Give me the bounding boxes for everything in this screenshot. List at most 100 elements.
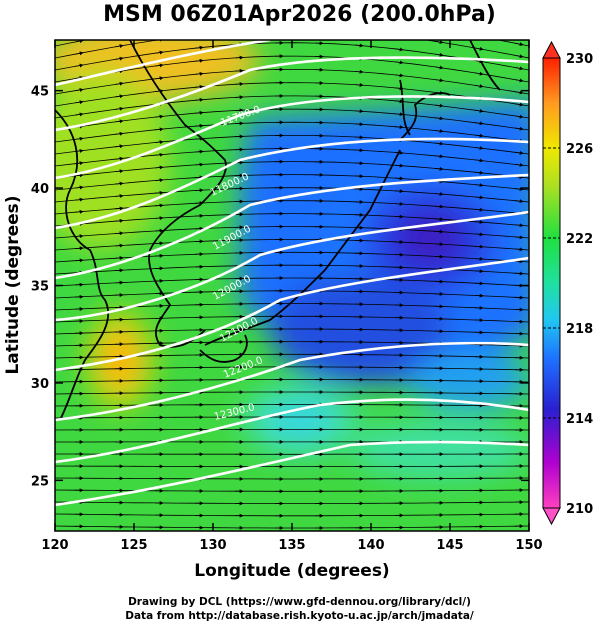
streamline xyxy=(55,161,529,179)
wind-arrow xyxy=(474,183,484,188)
streamline xyxy=(55,513,529,517)
streamline xyxy=(55,477,529,480)
wind-arrow xyxy=(114,56,124,61)
wind-arrow xyxy=(194,58,204,63)
wind-arrow xyxy=(154,50,164,55)
wind-arrow xyxy=(514,114,524,119)
streamline xyxy=(55,226,529,239)
x-tick-label: 135 xyxy=(278,538,305,553)
wind-arrow xyxy=(394,86,404,91)
colorbar-scale xyxy=(542,57,561,509)
wind-arrow xyxy=(474,220,484,225)
wind-streamlines xyxy=(55,19,529,530)
wind-arrow xyxy=(114,81,124,86)
kuril-islands xyxy=(469,40,501,91)
streamline xyxy=(55,315,529,323)
wind-arrow xyxy=(514,150,524,155)
wind-arrow xyxy=(74,112,84,117)
streamline xyxy=(55,366,529,371)
streamline xyxy=(55,40,529,59)
streamline xyxy=(55,391,529,395)
wind-arrow xyxy=(194,136,204,141)
wind-arrow xyxy=(114,218,124,223)
y-tick-label: 35 xyxy=(31,280,49,295)
streamline xyxy=(55,68,529,95)
colorbar-tick-label: 230 xyxy=(566,52,593,67)
wind-arrow xyxy=(74,246,84,251)
wind-arrow xyxy=(154,165,164,170)
streamline xyxy=(55,121,529,143)
wind-arrow xyxy=(474,46,484,51)
wind-arrow xyxy=(114,106,124,111)
wind-arrow xyxy=(394,99,404,104)
wind-arrow xyxy=(514,162,524,167)
wind-arrow xyxy=(154,190,164,195)
sakhalin xyxy=(399,79,411,136)
wind-arrow xyxy=(114,169,124,174)
wind-arrow xyxy=(434,141,444,146)
wind-arrow xyxy=(434,192,444,196)
colorbar-tick-label: 222 xyxy=(566,232,593,247)
streamline xyxy=(55,95,529,119)
wind-arrow xyxy=(394,60,404,65)
streamline xyxy=(55,239,529,251)
wind-arrow xyxy=(434,166,444,171)
x-tick-label: 130 xyxy=(199,538,226,553)
wind-arrow xyxy=(434,52,444,57)
wind-arrow xyxy=(514,259,524,264)
wind-arrow xyxy=(74,75,84,80)
streamline xyxy=(55,134,529,155)
streamline xyxy=(55,429,529,431)
streamline xyxy=(55,465,529,467)
colorbar-max-arrow xyxy=(542,40,561,59)
wind-arrow xyxy=(394,125,404,130)
wind-arrow xyxy=(154,89,164,94)
credit-data: Data from http://database.rish.kyoto-u.a… xyxy=(125,610,474,622)
wind-arrow xyxy=(474,121,484,126)
wind-arrow xyxy=(355,19,363,20)
colorbar: 210 214 218 222 226 230 xyxy=(542,40,593,526)
streamline xyxy=(55,55,529,83)
wind-arrow xyxy=(114,44,124,49)
wind-arrow xyxy=(474,71,484,76)
wind-arrow xyxy=(194,162,204,167)
wind-arrow xyxy=(434,204,444,209)
japan-honshu xyxy=(204,149,401,346)
wind-arrow xyxy=(114,231,124,236)
wind-arrow xyxy=(74,234,84,239)
wind-arrow xyxy=(394,176,404,181)
wind-arrow xyxy=(434,128,444,133)
wind-arrow xyxy=(514,90,524,95)
wind-arrow xyxy=(514,42,524,47)
x-tick-label: 125 xyxy=(120,538,147,553)
wind-arrow xyxy=(355,32,363,33)
wind-arrow xyxy=(434,78,444,83)
wind-arrow xyxy=(115,33,123,34)
streamline xyxy=(55,82,529,107)
colorbar-tick-label: 214 xyxy=(566,412,593,427)
wind-arrow xyxy=(74,173,84,178)
y-tick-label: 40 xyxy=(31,182,49,197)
wind-arrow xyxy=(194,123,204,128)
wind-arrow xyxy=(74,100,84,105)
wind-arrow xyxy=(114,94,124,99)
x-axis-label: Longitude (degrees) xyxy=(194,561,389,581)
wind-arrow xyxy=(194,45,204,50)
y-tick-label: 30 xyxy=(31,377,49,392)
wind-arrow xyxy=(155,26,163,27)
colorbar-min-arrow xyxy=(542,507,561,526)
wind-arrow xyxy=(74,197,84,202)
wind-arrow xyxy=(74,185,84,190)
streamline xyxy=(55,501,529,504)
wind-arrow xyxy=(434,65,444,70)
streamline xyxy=(55,264,529,275)
wind-arrow xyxy=(394,112,404,117)
wind-arrow xyxy=(194,110,204,115)
wind-arrow xyxy=(394,47,404,52)
x-axis: 120 125 130 135 140 145 150 xyxy=(41,40,543,553)
wind-arrow xyxy=(74,63,84,68)
colorbar-tick-label: 226 xyxy=(566,142,593,157)
x-tick-label: 145 xyxy=(436,538,463,553)
wind-arrow xyxy=(114,206,124,211)
wind-arrow xyxy=(514,102,524,107)
